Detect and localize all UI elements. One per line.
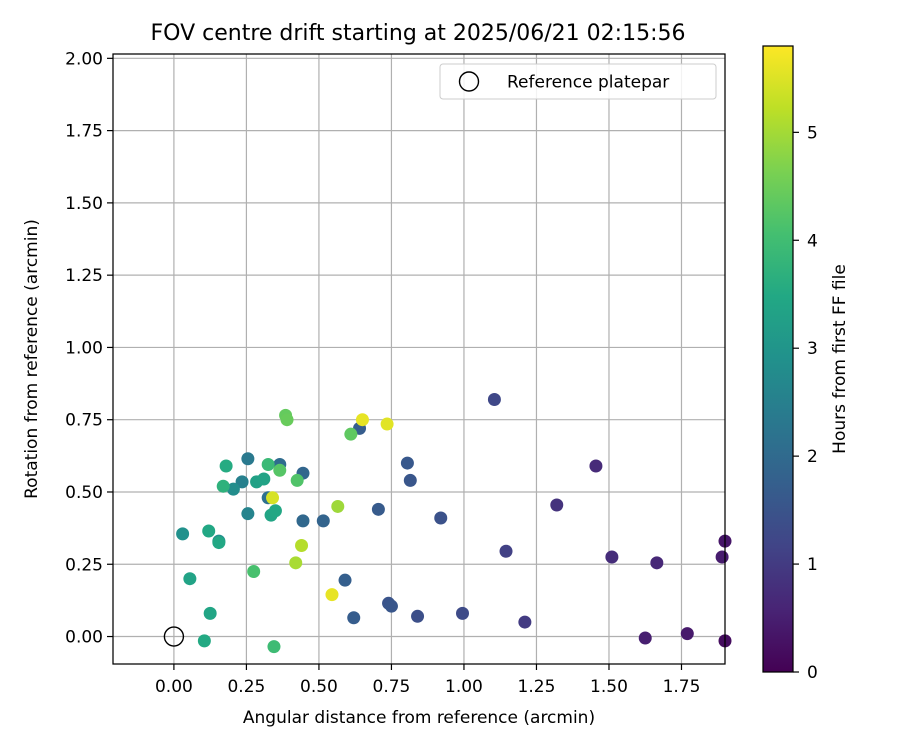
data-point [589, 459, 603, 473]
legend-box [439, 63, 717, 100]
data-point [273, 463, 287, 477]
y-axis-label: Rotation from reference (arcmin) [22, 219, 42, 499]
data-point [216, 479, 230, 493]
data-point [371, 502, 385, 516]
y-tick-label: 0.25 [65, 555, 103, 575]
data-point [344, 427, 358, 441]
x-tick-label: 1.25 [518, 677, 556, 697]
x-tick-label: 0.25 [227, 677, 265, 697]
y-tick-label: 0.50 [65, 483, 103, 503]
data-point [197, 634, 211, 648]
data-point [212, 536, 226, 550]
data-point [266, 491, 280, 505]
plot-background [113, 54, 725, 664]
data-point [715, 550, 729, 564]
x-tick-label: 1.75 [663, 677, 701, 697]
data-point [638, 631, 652, 645]
data-point [605, 550, 619, 564]
data-point [202, 524, 216, 538]
data-point [400, 456, 414, 470]
y-tick-label: 0.75 [65, 411, 103, 431]
x-axis-ticks: 0.00 0.25 0.50 0.75 1.00 1.25 1.50 1.75 [155, 664, 700, 697]
data-point [268, 504, 282, 518]
y-tick-label: 2.00 [65, 49, 103, 69]
data-point [183, 572, 197, 586]
data-point [499, 544, 513, 558]
colorbar-gradient [763, 46, 793, 672]
data-point [316, 514, 330, 528]
data-point [434, 511, 448, 525]
plot-frame [112, 53, 726, 665]
data-point [380, 417, 394, 431]
legend: Reference platepar [439, 63, 717, 100]
data-point [331, 499, 345, 513]
data-point [295, 538, 309, 552]
x-axis-label: Angular distance from reference (arcmin) [243, 708, 595, 728]
data-point [261, 458, 275, 472]
data-point [290, 473, 304, 487]
data-point [355, 413, 369, 427]
data-point [280, 413, 294, 427]
colorbar-tick-label: 2 [807, 447, 818, 467]
reference-point-marker [163, 626, 185, 647]
data-point [226, 482, 240, 496]
data-point [203, 606, 217, 620]
data-point [219, 459, 233, 473]
y-tick-label: 1.25 [65, 266, 103, 286]
data-point [518, 615, 532, 629]
data-point [680, 627, 694, 641]
colorbar-frame [762, 45, 794, 673]
plot-area: 0.00 0.25 0.50 0.75 1.00 1.25 1.50 1.75 0.00 0.2… [65, 49, 732, 697]
data-point [403, 473, 417, 487]
data-point [384, 599, 398, 613]
y-tick-label: 1.75 [65, 122, 103, 142]
colorbar-tick-label: 1 [807, 555, 818, 575]
colorbar-tick-label: 3 [807, 339, 818, 359]
data-point [487, 392, 501, 406]
data-point [241, 452, 255, 466]
colorbar-tick-label: 0 [807, 663, 818, 683]
data-point [347, 611, 361, 625]
scatter-points [176, 392, 732, 654]
x-tick-label: 1.50 [590, 677, 628, 697]
x-tick-label: 1.00 [445, 677, 483, 697]
data-point [338, 573, 352, 587]
chart-title: FOV centre drift starting at 2025/06/21 … [151, 21, 686, 46]
data-point [456, 606, 470, 620]
data-point [296, 514, 310, 528]
data-point [289, 556, 303, 570]
data-point [325, 588, 339, 602]
colorbar: 0 1 2 3 4 5 Hours from first FF file [762, 45, 850, 683]
y-tick-label: 1.00 [65, 338, 103, 358]
data-point [267, 640, 281, 654]
legend-marker-icon [458, 71, 480, 92]
x-tick-label: 0.00 [155, 677, 193, 697]
y-tick-label: 0.00 [65, 628, 103, 648]
x-tick-label: 0.75 [373, 677, 411, 697]
colorbar-tick-label: 5 [807, 123, 818, 143]
y-axis-ticks: 0.00 0.25 0.50 0.75 1.00 1.25 1.50 1.75 2.00 [65, 49, 113, 648]
data-point [257, 472, 271, 486]
data-point [235, 475, 249, 489]
y-tick-label: 1.50 [65, 194, 103, 214]
grid-lines [113, 54, 725, 664]
colorbar-ticks: 0 1 2 3 4 5 [793, 123, 818, 683]
colorbar-label: Hours from first FF file [830, 264, 850, 454]
data-point [176, 527, 190, 541]
legend-label: Reference platepar [507, 73, 669, 93]
data-point [550, 498, 564, 512]
data-point [411, 609, 425, 623]
data-point [650, 556, 664, 570]
colorbar-tick-label: 4 [807, 231, 818, 251]
data-point [247, 564, 261, 578]
data-point [241, 507, 255, 521]
x-tick-label: 0.50 [300, 677, 338, 697]
